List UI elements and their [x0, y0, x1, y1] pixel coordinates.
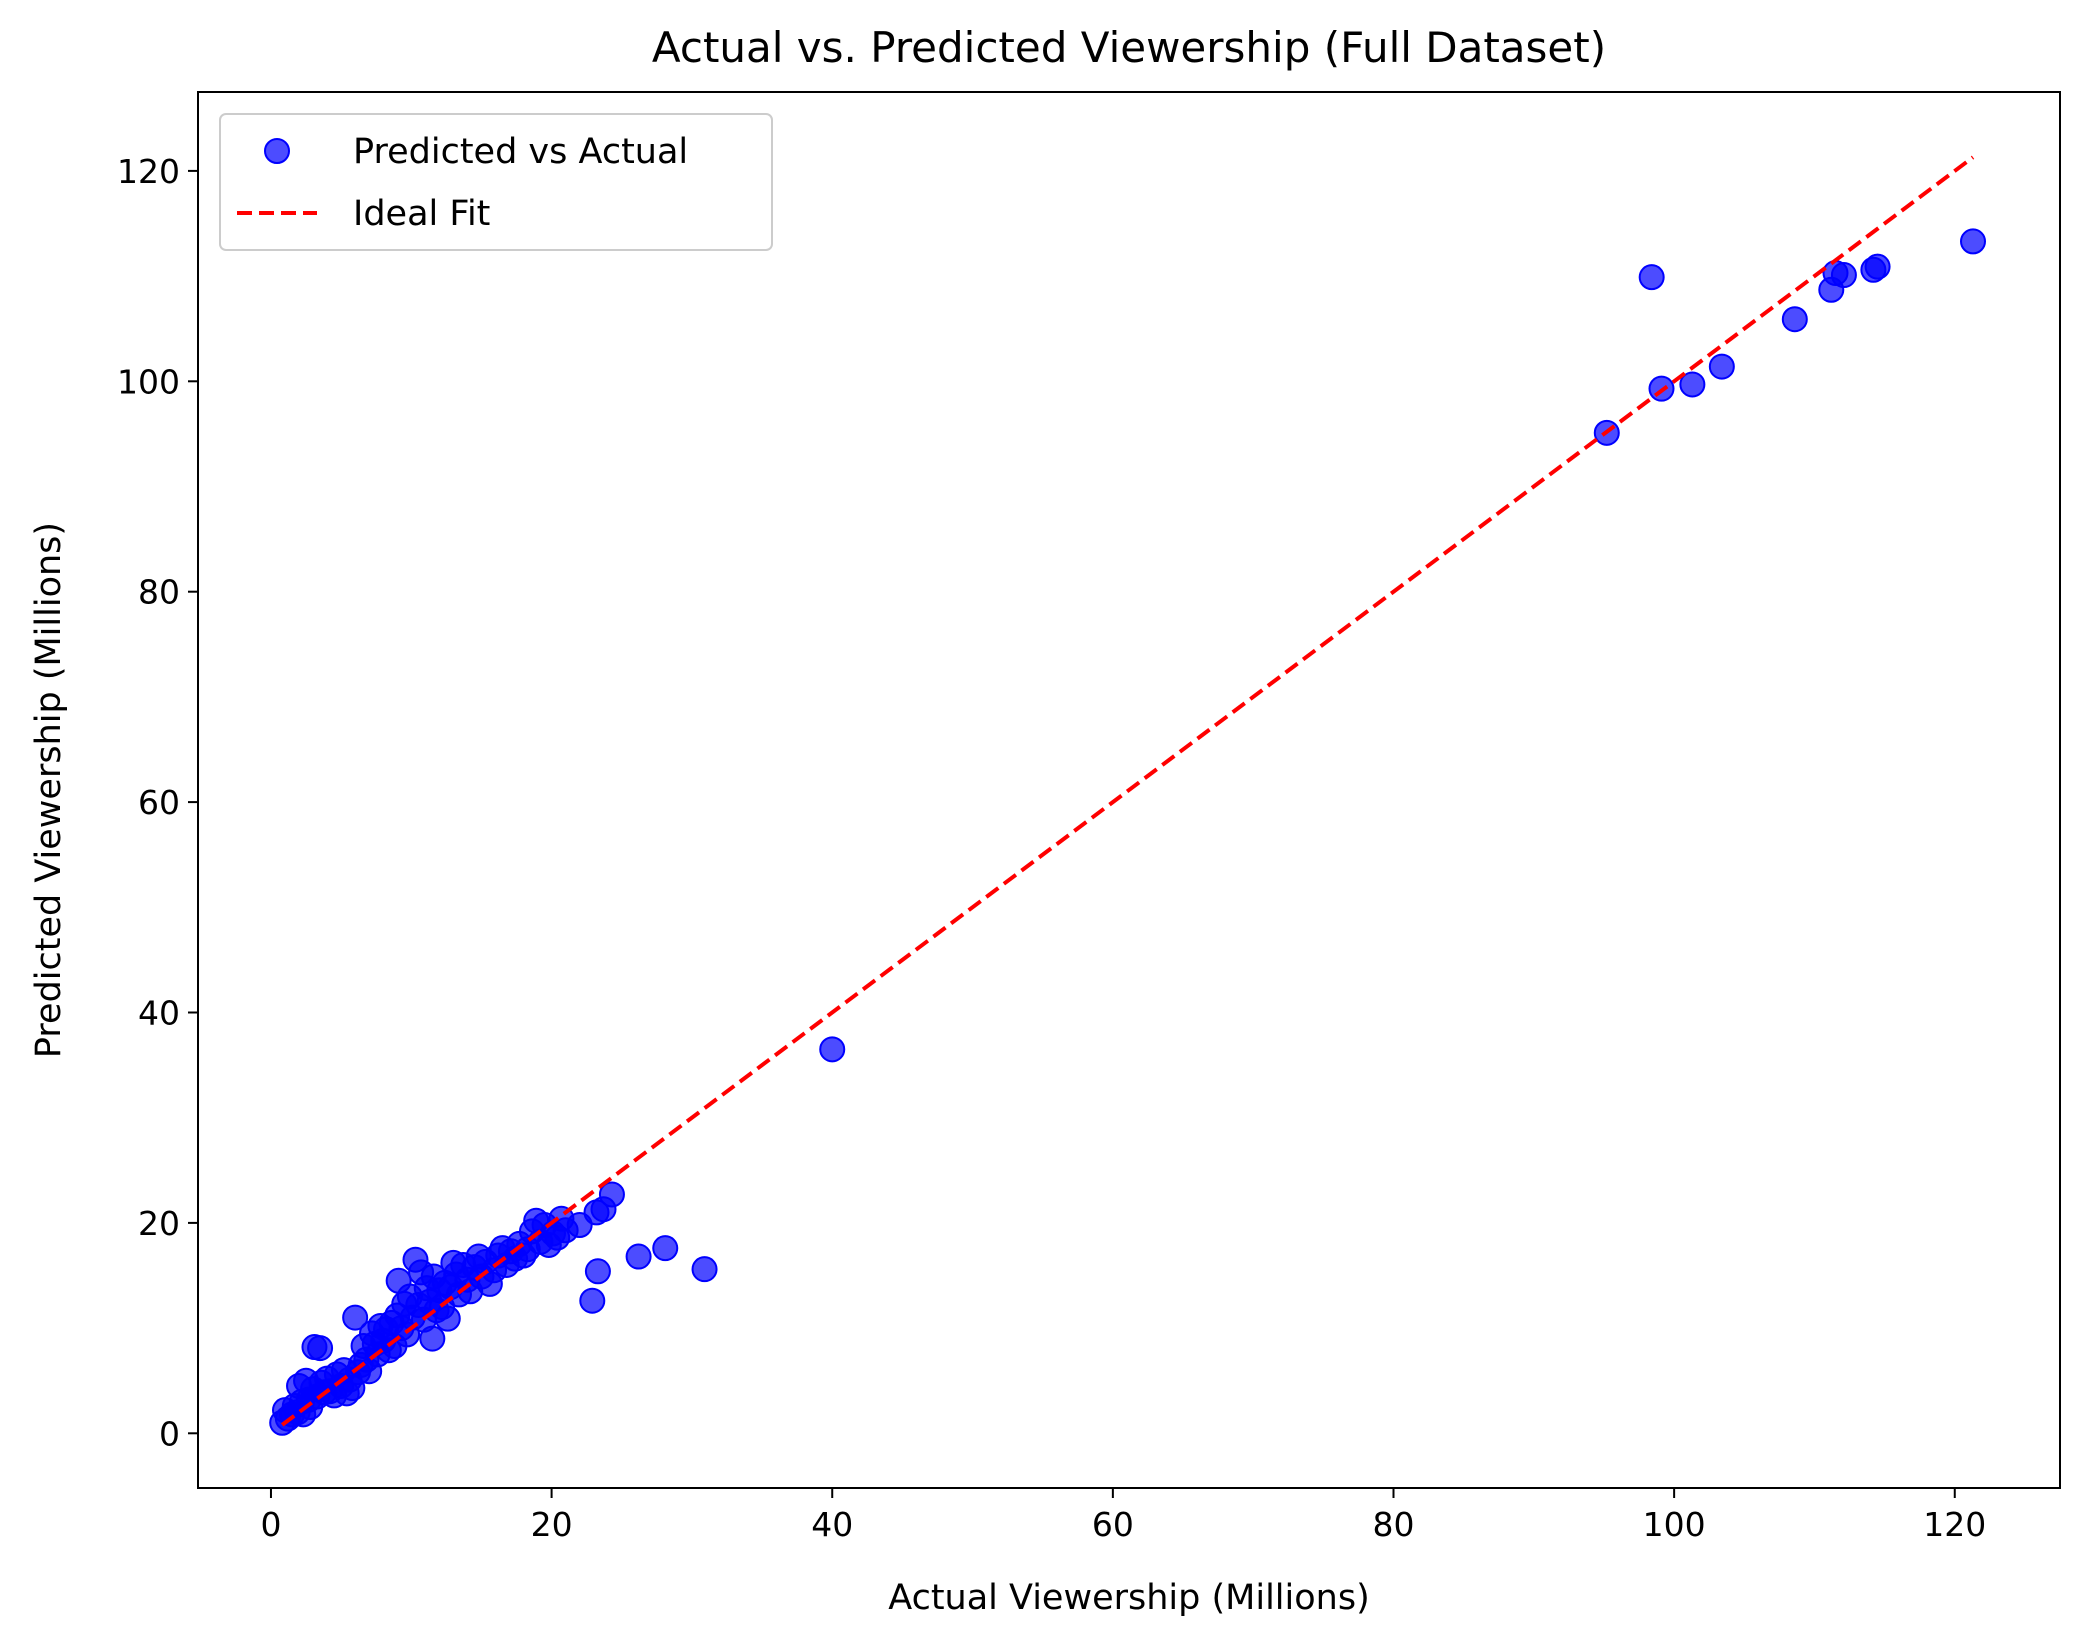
legend-label-ideal-fit: Ideal Fit	[353, 194, 490, 234]
legend-label-scatter: Predicted vs Actual	[353, 132, 688, 172]
scatter-point	[1708, 353, 1735, 380]
x-tick-label: 100	[1643, 1505, 1706, 1544]
scatter-point	[419, 1325, 446, 1352]
scatter-point	[819, 1036, 846, 1063]
chart-title: Actual vs. Predicted Viewership (Full Da…	[652, 23, 1606, 72]
scatter-point	[1830, 262, 1857, 289]
y-tick-label: 40	[138, 993, 180, 1032]
scatter-point	[1638, 264, 1665, 291]
x-tick-label: 60	[1092, 1505, 1134, 1544]
x-tick-label: 40	[811, 1505, 853, 1544]
scatter-point	[652, 1235, 679, 1262]
scatter-point	[1960, 228, 1987, 255]
y-tick-label: 120	[117, 152, 180, 191]
ideal-fit-line	[280, 155, 1975, 1427]
y-axis-label: Predicted Viewership (Millions)	[29, 522, 69, 1058]
scatter-point	[625, 1243, 652, 1270]
legend-scatter-marker-icon	[264, 138, 290, 164]
scatter-point	[1679, 371, 1706, 398]
y-tick-label: 100	[117, 362, 180, 401]
x-tick-label: 80	[1372, 1505, 1414, 1544]
scatter-point	[342, 1304, 369, 1331]
y-tick-label: 20	[138, 1204, 180, 1243]
y-tick-label: 0	[159, 1414, 180, 1453]
scatter-point	[598, 1181, 625, 1208]
scatter-point	[584, 1258, 611, 1285]
scatter-point	[691, 1256, 718, 1283]
scatter-point	[307, 1335, 334, 1362]
scatter-point	[1864, 253, 1891, 280]
legend: Predicted vs Actual Ideal Fit	[219, 113, 773, 251]
y-tick-label: 60	[138, 783, 180, 822]
x-tick-label: 0	[260, 1505, 281, 1544]
scatter-point	[434, 1305, 461, 1332]
axis-ticks: 0 20 40 60 80 100 120 0 20 40 60 80 100 120	[117, 152, 1986, 1544]
legend-box	[219, 113, 773, 251]
y-tick-label: 80	[138, 573, 180, 612]
data-marks	[269, 155, 1987, 1436]
x-tick-label: 20	[531, 1505, 573, 1544]
x-tick-label: 120	[1923, 1505, 1986, 1544]
scatter-point	[579, 1287, 606, 1314]
x-axis-label: Actual Viewership (Millions)	[888, 1578, 1369, 1618]
scatter-point	[1781, 306, 1808, 333]
